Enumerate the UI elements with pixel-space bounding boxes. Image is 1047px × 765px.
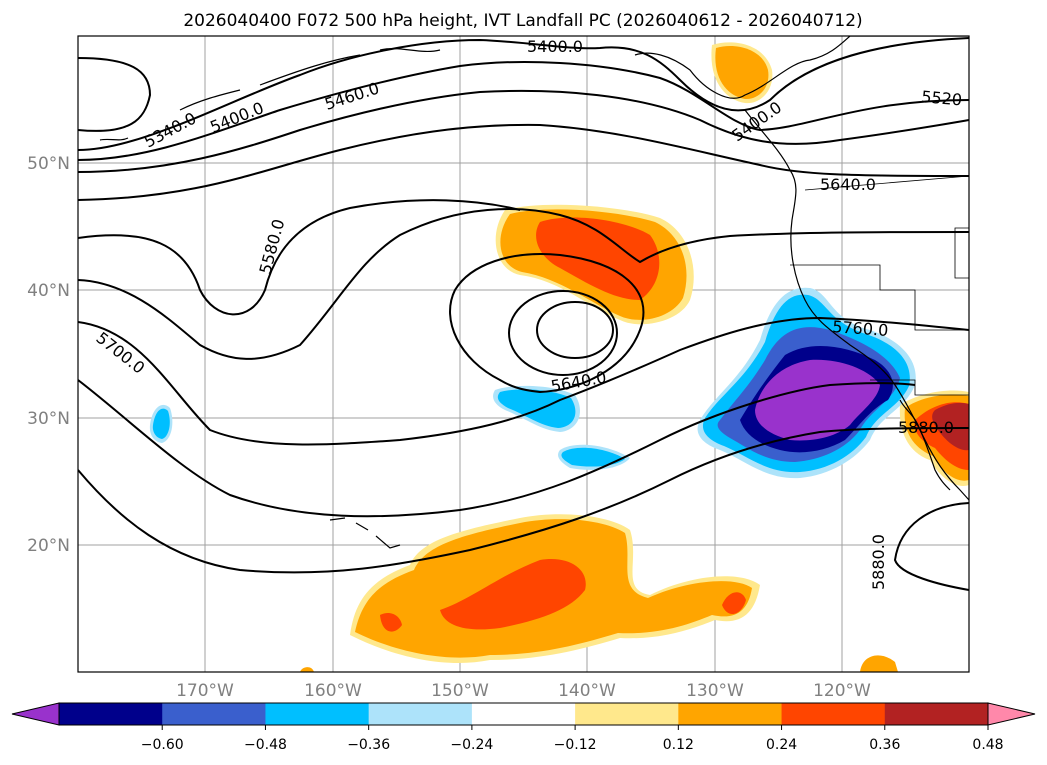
colorbar-tick-label: 0.36 — [869, 737, 900, 753]
height-contours — [78, 37, 969, 591]
coast-baja — [899, 399, 951, 491]
contour-5580 — [78, 199, 521, 316]
colorbar-ticks: −0.60 −0.48 −0.36 −0.24 −0.12 0.12 0.24 0.36 0.4… — [141, 725, 1004, 753]
lon-label: 140°W — [558, 681, 616, 701]
contour-5580-north — [78, 123, 969, 201]
ivt-positive-south — [300, 514, 898, 672]
border-states — [790, 264, 969, 331]
border-us-canada — [804, 175, 969, 191]
contour-5460 — [78, 61, 969, 161]
ivt-positive-mexico — [899, 390, 969, 486]
lon-label: 120°W — [813, 681, 871, 701]
contour-5760 — [78, 379, 916, 518]
contour-low-inner — [508, 290, 618, 376]
contour-5340 — [78, 57, 152, 132]
contour-5880 — [893, 502, 969, 591]
contour-5820 — [78, 427, 969, 574]
figure-title: 2026040400 F072 500 hPa height, IVT Land… — [183, 11, 862, 31]
lat-label: 30°N — [27, 409, 70, 429]
colorbar-cell — [575, 703, 679, 725]
contour-label: 5760.0 — [832, 317, 889, 340]
colorbar-cell — [471, 703, 576, 725]
lat-label: 20°N — [27, 536, 70, 556]
lon-label: 130°W — [686, 681, 744, 701]
colorbar-cell — [678, 703, 783, 725]
coast-aleutians — [99, 47, 441, 141]
colorbar-tick-label: −0.36 — [347, 737, 390, 753]
colorbar-tick-label: −0.12 — [554, 737, 597, 753]
colorbar-cell — [162, 703, 266, 725]
ivt-positive-north — [495, 204, 694, 325]
contour-5520 — [78, 89, 969, 173]
contour-label: 5640.0 — [820, 175, 876, 194]
ivt-positive-gulf-alaska — [711, 42, 773, 104]
colorbar-cell — [781, 703, 886, 725]
lat-label: 40°N — [27, 281, 70, 301]
contour-label: 5520 — [921, 87, 963, 109]
coast-hawaii — [329, 517, 401, 549]
ivt-shade-neg-060 — [755, 359, 880, 441]
coast-alaska — [634, 36, 969, 99]
colorbar-tick-label: 0.48 — [972, 737, 1003, 753]
contour-5400 — [78, 37, 969, 151]
contour-5700 — [78, 316, 969, 446]
contour-5640 — [78, 208, 969, 360]
contour-label: 5880.0 — [898, 418, 954, 437]
contour-low-outer — [449, 253, 645, 394]
colorbar-extend-high — [987, 702, 1036, 726]
coastlines — [99, 36, 969, 549]
colorbar-cell — [59, 703, 163, 725]
map-panel: 5400.0 5520 5340.0 5400.0 5460.0 5400.0 … — [27, 35, 970, 701]
lat-label: 50°N — [27, 154, 70, 174]
ivt-negative-small — [149, 385, 630, 470]
colorbar-tick-label: −0.60 — [141, 737, 184, 753]
colorbar-tick-label: −0.48 — [244, 737, 287, 753]
ivt-negative-california — [697, 287, 916, 479]
longitude-labels: 170°W 160°W 150°W 140°W 130°W 120°W — [176, 681, 871, 701]
latitude-labels: 50°N 40°N 30°N 20°N — [27, 154, 70, 556]
colorbar-cell — [368, 703, 473, 725]
lon-label: 160°W — [304, 681, 362, 701]
border-us-mexico — [870, 379, 969, 396]
colorbar-tick-label: 0.12 — [663, 737, 694, 753]
map-frame — [77, 35, 970, 673]
colorbar-tick-label: 0.24 — [766, 737, 797, 753]
lon-label: 170°W — [176, 681, 234, 701]
colorbar-extend-low — [11, 702, 60, 726]
colorbar: −0.60 −0.48 −0.36 −0.24 −0.12 0.12 0.24 0.36 0.4… — [11, 702, 1036, 753]
contour-label: 5400.0 — [527, 37, 583, 56]
colorbar-cells — [58, 702, 989, 726]
colorbar-tick-label: −0.24 — [450, 737, 493, 753]
lon-label: 150°W — [431, 681, 489, 701]
colorbar-cell — [265, 703, 370, 725]
contour-label: 5880.0 — [869, 534, 888, 590]
colorbar-cell — [884, 703, 989, 725]
contour-low-core — [536, 301, 614, 359]
